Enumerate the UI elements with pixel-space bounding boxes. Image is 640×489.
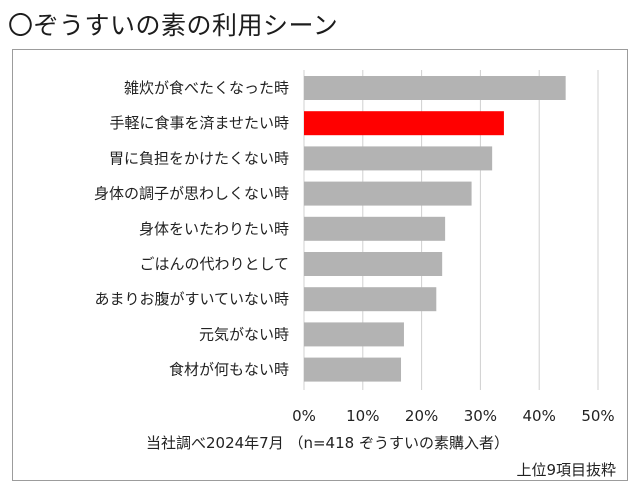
x-tick-label: 30% xyxy=(464,407,497,425)
x-tick-label: 10% xyxy=(346,407,379,425)
bar xyxy=(304,357,402,382)
bar xyxy=(304,322,404,347)
bar xyxy=(304,252,443,276)
category-label: 身体をいたわりたい時 xyxy=(139,220,289,238)
category-label: 身体の調子が思わしくない時 xyxy=(94,185,289,203)
x-tick-label: 40% xyxy=(523,407,556,425)
excerpt-note: 上位9項目抜粋 xyxy=(516,461,616,479)
bar xyxy=(304,181,472,206)
bar xyxy=(304,111,504,136)
source-note: 当社調べ2024年7月 （n=418 ぞうすいの素購入者） xyxy=(146,434,509,452)
category-label: 元気がない時 xyxy=(199,325,289,343)
bar xyxy=(304,76,566,100)
x-tick-label: 0% xyxy=(292,407,316,425)
category-label: 雑炊が食べたくなった時 xyxy=(124,79,289,97)
category-label: ごはんの代わりとして xyxy=(139,255,289,273)
category-label: 胃に負担をかけたくない時 xyxy=(109,149,289,167)
x-tick-label: 50% xyxy=(581,407,614,425)
category-label: 手軽に食事を済ませたい時 xyxy=(109,114,289,132)
bar xyxy=(304,146,493,171)
bar xyxy=(304,287,437,312)
chart-title: 〇ぞうすいの素の利用シーン xyxy=(8,11,339,40)
x-tick-labels: 0% 10% 20% 30% 40% 50% xyxy=(292,407,615,425)
category-label: 食材が何もない時 xyxy=(169,361,289,379)
bars xyxy=(304,76,566,382)
category-label: あまりお腹がすいていない時 xyxy=(94,290,289,308)
category-labels: 雑炊が食べたくなった時手軽に食事を済ませたい時胃に負担をかけたくない時身体の調子… xyxy=(94,79,289,379)
bar xyxy=(304,216,446,241)
x-tick-label: 20% xyxy=(405,407,438,425)
